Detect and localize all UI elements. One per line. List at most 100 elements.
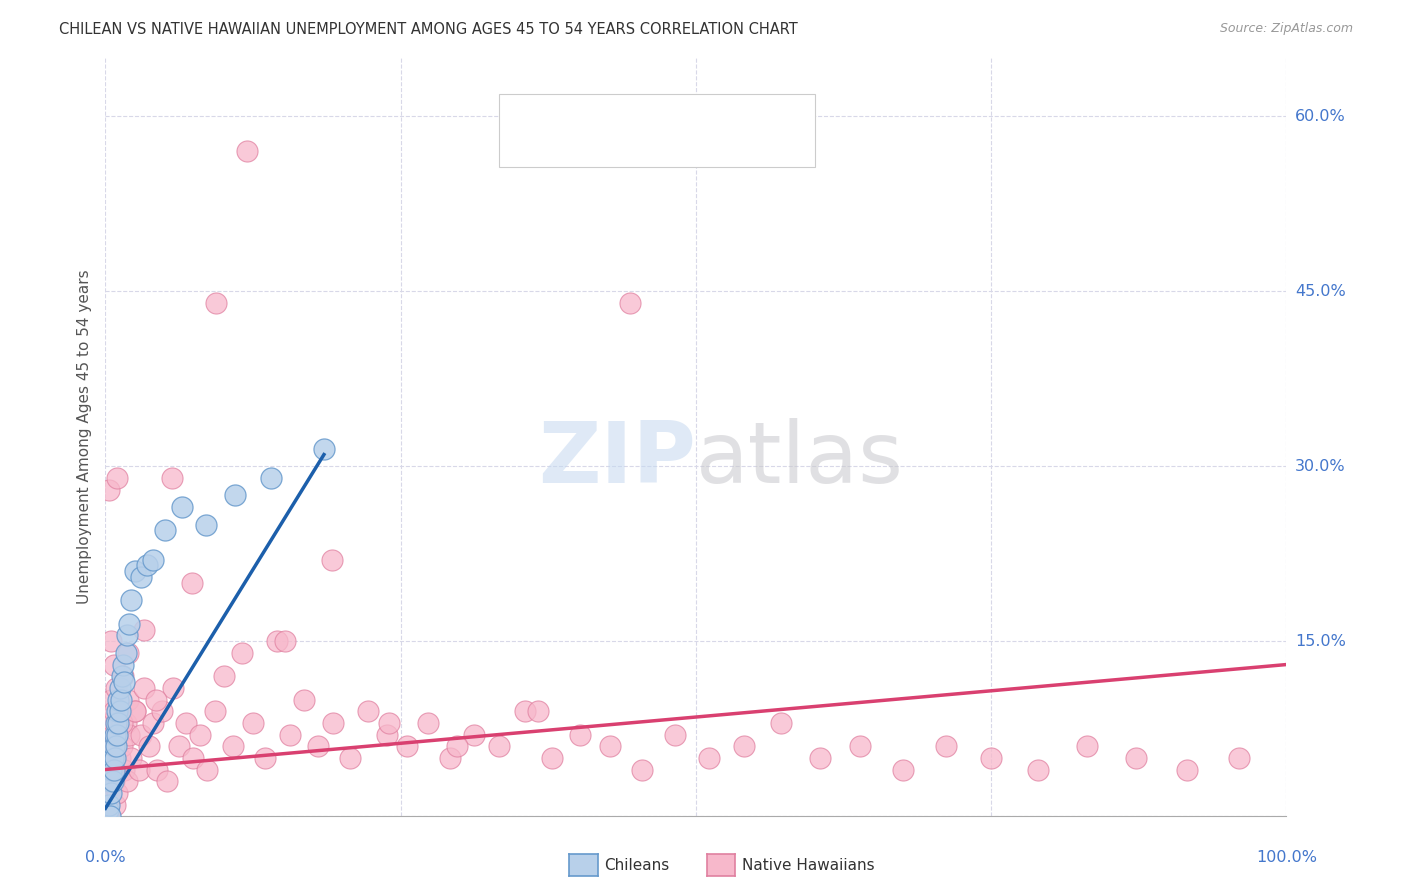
Text: 60.0%: 60.0% — [1295, 109, 1346, 124]
Point — [278, 727, 301, 741]
Point — [104, 727, 127, 741]
Point — [98, 739, 121, 754]
Point — [105, 704, 128, 718]
Point — [980, 751, 1002, 765]
Point — [101, 763, 124, 777]
Point — [105, 715, 128, 730]
Text: 100: 100 — [686, 136, 721, 154]
Point — [114, 646, 136, 660]
Point — [488, 739, 510, 754]
Point — [101, 774, 124, 789]
Point — [194, 517, 217, 532]
Point — [100, 786, 122, 800]
Point — [104, 739, 127, 754]
Point — [108, 751, 131, 765]
Point — [103, 763, 125, 777]
Point — [105, 681, 128, 695]
Point — [312, 442, 335, 456]
Text: Source: ZipAtlas.com: Source: ZipAtlas.com — [1219, 22, 1353, 36]
Point — [100, 634, 122, 648]
Point — [118, 727, 141, 741]
Text: CHILEAN VS NATIVE HAWAIIAN UNEMPLOYMENT AMONG AGES 45 TO 54 YEARS CORRELATION CH: CHILEAN VS NATIVE HAWAIIAN UNEMPLOYMENT … — [59, 22, 797, 37]
Point — [733, 739, 755, 754]
Point — [108, 704, 131, 718]
Point — [98, 715, 121, 730]
Point — [145, 692, 167, 706]
Point — [150, 704, 173, 718]
Point — [356, 704, 378, 718]
Point — [630, 763, 652, 777]
Point — [526, 704, 548, 718]
Text: R =: R = — [546, 138, 583, 153]
Point — [292, 692, 315, 706]
Point — [105, 739, 128, 754]
Point — [378, 715, 401, 730]
Point — [416, 715, 439, 730]
Point — [98, 774, 121, 789]
Point — [172, 500, 194, 514]
Text: 30.0%: 30.0% — [1295, 458, 1346, 474]
Point — [395, 739, 418, 754]
Point — [513, 704, 536, 718]
Point — [1125, 751, 1147, 765]
Point — [114, 715, 136, 730]
Point — [266, 634, 288, 648]
Point — [105, 715, 128, 730]
Point — [134, 681, 156, 695]
Point — [236, 145, 259, 159]
Point — [222, 739, 245, 754]
Point — [129, 727, 152, 741]
Text: 0.116: 0.116 — [588, 138, 631, 153]
Point — [322, 715, 344, 730]
Point — [108, 681, 131, 695]
Point — [808, 751, 831, 765]
Point — [204, 704, 226, 718]
Point — [101, 751, 124, 765]
Point — [339, 751, 361, 765]
Point — [115, 628, 138, 642]
Point — [195, 763, 218, 777]
Point — [569, 727, 592, 741]
Point — [124, 704, 146, 718]
Point — [260, 471, 283, 485]
Point — [769, 715, 792, 730]
Text: Native Hawaiians: Native Hawaiians — [742, 858, 875, 872]
Point — [105, 763, 128, 777]
Point — [112, 669, 135, 683]
Point — [101, 727, 124, 741]
Point — [181, 751, 204, 765]
Point — [120, 751, 142, 765]
Text: R =: R = — [546, 106, 579, 120]
Y-axis label: Unemployment Among Ages 45 to 54 years: Unemployment Among Ages 45 to 54 years — [76, 269, 91, 605]
Point — [1227, 751, 1250, 765]
Point — [103, 739, 125, 754]
Point — [124, 564, 146, 578]
Point — [111, 669, 134, 683]
Text: 38: 38 — [686, 104, 709, 122]
Point — [98, 809, 121, 823]
Point — [463, 727, 485, 741]
Point — [153, 524, 176, 538]
Point — [112, 675, 135, 690]
Point — [849, 739, 872, 754]
Point — [138, 739, 160, 754]
Point — [107, 715, 129, 730]
Point — [105, 471, 128, 485]
Point — [231, 646, 253, 660]
Point — [97, 803, 120, 817]
Point — [103, 657, 125, 672]
Point — [242, 715, 264, 730]
Point — [224, 488, 246, 502]
Point — [117, 646, 139, 660]
Text: N =: N = — [647, 138, 681, 153]
Point — [118, 616, 141, 631]
Point — [104, 797, 127, 812]
Point — [321, 552, 343, 566]
Point — [253, 751, 276, 765]
Point — [664, 727, 686, 741]
Point — [100, 751, 122, 765]
Point — [105, 727, 128, 741]
Point — [697, 751, 720, 765]
Point — [446, 739, 468, 754]
Point — [120, 593, 142, 607]
